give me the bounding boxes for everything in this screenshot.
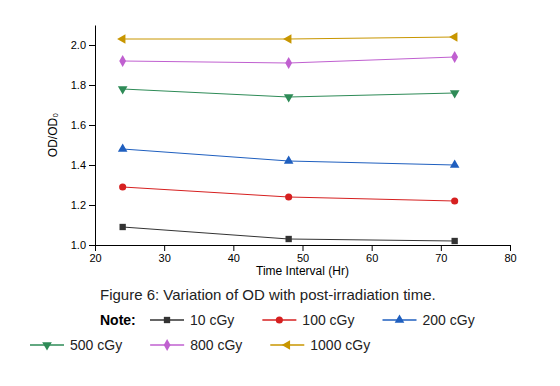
y-tick-label: 1.8 xyxy=(71,79,86,91)
series-line xyxy=(123,149,455,165)
legend-swatch-marker xyxy=(282,340,290,350)
x-tick-mark xyxy=(510,245,511,251)
x-tick-mark xyxy=(95,245,96,251)
series-line xyxy=(123,187,455,201)
legend-item: 1000 cGy xyxy=(270,337,370,353)
point-marker xyxy=(450,90,460,98)
legend-label: 100 cGy xyxy=(302,312,354,328)
point-marker xyxy=(285,57,292,69)
x-tick-label: 40 xyxy=(228,252,240,264)
y-tick: 1.2 xyxy=(71,199,95,211)
series xyxy=(118,86,460,102)
point-marker xyxy=(119,55,126,67)
x-tick: 60 xyxy=(366,245,378,264)
caption-title: Figure 6: Variation of OD with post-irra… xyxy=(100,286,436,303)
x-tick-mark xyxy=(164,245,165,251)
x-tick: 70 xyxy=(435,245,447,264)
point-marker xyxy=(450,159,460,167)
legend: Note: 10 cGy 100 cGy 200 cGy 500 cGy 800 cGy 1… xyxy=(30,312,475,353)
point-marker xyxy=(284,94,294,102)
point-marker xyxy=(118,143,128,151)
legend-swatch-marker xyxy=(395,314,405,322)
point-marker xyxy=(449,32,457,42)
y-tick-mark xyxy=(89,205,95,206)
y-tick-mark xyxy=(89,45,95,46)
x-tick-label: 20 xyxy=(89,252,101,264)
legend-item: 100 cGy xyxy=(262,312,354,328)
chart: 20 30 40 50 60 70 80 1.0 1.2 1.4 1.6 1.8 2.0 Time Int… xyxy=(0,0,560,386)
x-tick-mark xyxy=(233,245,234,251)
y-axis: 1.0 1.2 1.4 1.6 1.8 2.0 xyxy=(71,26,96,252)
point-marker xyxy=(286,236,292,242)
y-axis-title: OD/OD₀ xyxy=(46,113,60,157)
y-tick: 1.6 xyxy=(71,119,95,131)
legend-label: 500 cGy xyxy=(70,337,122,353)
series xyxy=(118,143,460,167)
x-tick-label: 60 xyxy=(366,252,378,264)
y-tick-mark xyxy=(89,165,95,166)
legend-item: 500 cGy xyxy=(30,337,122,353)
legend-item: 800 cGy xyxy=(150,337,242,353)
y-tick-mark xyxy=(89,85,95,86)
x-tick-label: 30 xyxy=(159,252,171,264)
x-tick: 80 xyxy=(504,245,516,264)
y-tick-label: 1.2 xyxy=(71,199,86,211)
point-marker xyxy=(119,183,126,190)
y-tick-label: 1.0 xyxy=(71,239,86,251)
legend-swatch-marker xyxy=(164,339,171,351)
point-marker xyxy=(283,34,291,44)
point-marker xyxy=(120,224,126,230)
x-tick-label: 50 xyxy=(297,252,309,264)
x-tick: 30 xyxy=(159,245,171,264)
point-marker xyxy=(452,238,458,244)
point-marker xyxy=(451,51,458,63)
legend-label: 200 cGy xyxy=(423,312,475,328)
x-tick-mark xyxy=(372,245,373,251)
y-tick: 1.0 xyxy=(71,239,95,251)
x-tick: 40 xyxy=(228,245,240,264)
legend-title: Note: xyxy=(100,312,136,328)
x-tick-label: 80 xyxy=(504,252,516,264)
series xyxy=(119,183,458,204)
y-tick-label: 2.0 xyxy=(71,39,86,51)
legend-label: 800 cGy xyxy=(190,337,242,353)
x-tick-label: 70 xyxy=(435,252,447,264)
legend-swatch-marker xyxy=(164,317,170,323)
y-tick-mark xyxy=(89,125,95,126)
point-marker xyxy=(451,197,458,204)
series xyxy=(119,51,458,69)
point-marker xyxy=(284,155,294,163)
point-marker xyxy=(118,86,128,94)
x-tick-mark xyxy=(441,245,442,251)
y-tick-mark xyxy=(89,245,95,246)
legend-label: 1000 cGy xyxy=(310,337,370,353)
y-tick: 1.4 xyxy=(71,159,95,171)
y-tick-label: 1.6 xyxy=(71,119,86,131)
x-axis-title: Time Interval (Hr) xyxy=(256,264,349,278)
plot-area xyxy=(117,32,459,244)
x-tick: 50 xyxy=(297,245,309,264)
legend-item: 200 cGy xyxy=(383,312,475,328)
y-tick-label: 1.4 xyxy=(71,159,86,171)
x-tick: 20 xyxy=(89,245,101,264)
series xyxy=(117,32,457,44)
legend-item: 10 cGy xyxy=(150,312,234,328)
y-tick: 1.8 xyxy=(71,79,95,91)
legend-label: 10 cGy xyxy=(190,312,234,328)
legend-swatch-marker xyxy=(42,342,52,350)
legend-swatch-marker xyxy=(276,316,283,323)
x-tick-mark xyxy=(303,245,304,251)
x-axis: 20 30 40 50 60 70 80 xyxy=(89,245,516,264)
y-axis-line xyxy=(95,26,96,246)
y-tick: 2.0 xyxy=(71,39,95,51)
point-marker xyxy=(285,193,292,200)
series xyxy=(120,224,458,244)
point-marker xyxy=(117,34,125,44)
